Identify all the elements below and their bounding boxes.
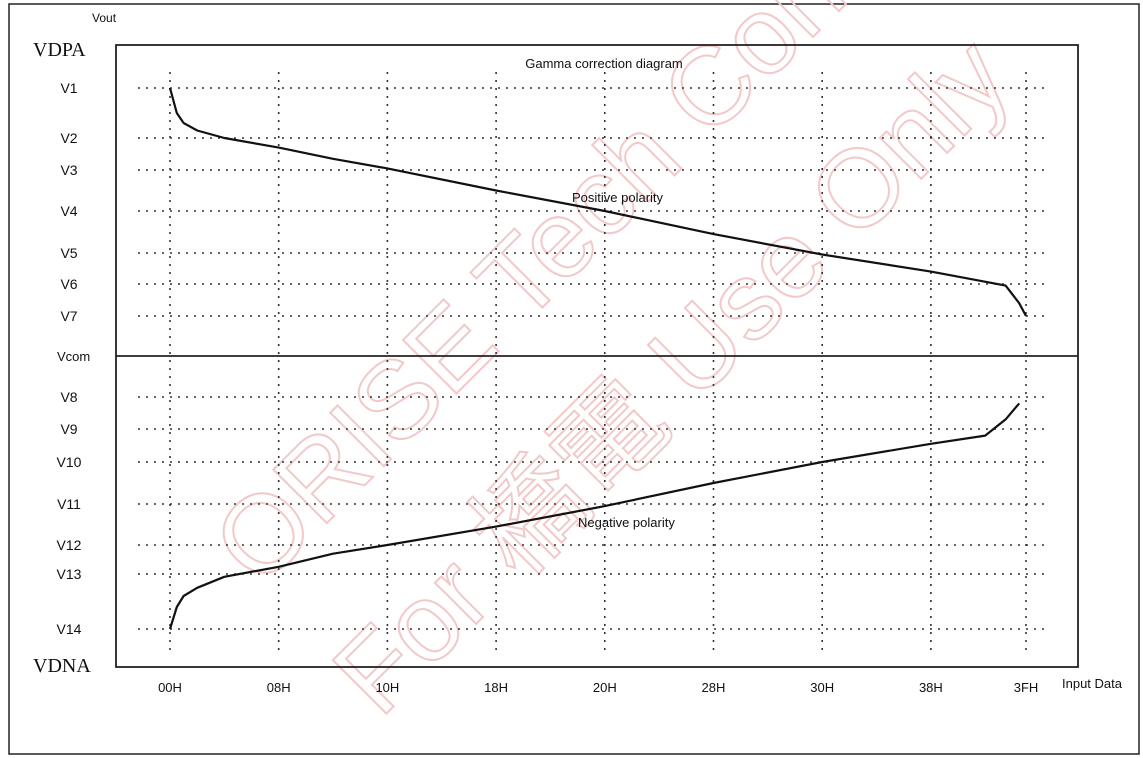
- y-level-label: V10: [57, 454, 82, 470]
- y-level-label: V4: [60, 203, 77, 219]
- x-tick-label: 30H: [810, 680, 834, 695]
- y-level-label: V11: [57, 496, 81, 512]
- y-level-label: V5: [60, 245, 77, 261]
- x-tick-label: 28H: [702, 680, 726, 695]
- x-tick-label: 3FH: [1014, 680, 1039, 695]
- x-tick-label: 20H: [593, 680, 617, 695]
- vcom-label: Vcom: [57, 349, 90, 364]
- y-level-label: V1: [60, 80, 77, 96]
- chart-title: Gamma correction diagram: [525, 56, 683, 71]
- y-level-label: V6: [60, 276, 77, 292]
- x-tick-label: 10H: [375, 680, 399, 695]
- y-level-label: V9: [60, 421, 77, 437]
- x-tick-label: 18H: [484, 680, 508, 695]
- negative-polarity-curve: [168, 402, 1021, 630]
- y-level-labels: V1 V2 V3 V4 V5 V6 V7 V8 V9 V10 V11 V12 V13 V14: [57, 80, 82, 637]
- series-label-positive: Positive polarity: [572, 190, 664, 205]
- x-axis-title: Input Data: [1062, 676, 1123, 691]
- vdna-label: VDNA: [33, 655, 91, 677]
- vdpa-label: VDPA: [33, 39, 86, 61]
- positive-polarity-curve: [168, 87, 1027, 317]
- outer-border: [8, 3, 1140, 755]
- x-tick-label: 00H: [158, 680, 182, 695]
- x-tick-label: 38H: [919, 680, 943, 695]
- series-label-negative: Negative polarity: [578, 515, 675, 530]
- y-level-label: V3: [60, 162, 77, 178]
- curves: [168, 87, 1027, 630]
- y-level-label: V12: [57, 537, 82, 553]
- x-tick-label: 08H: [267, 680, 291, 695]
- y-level-label: V7: [60, 308, 77, 324]
- y-axis-title: Vout: [92, 11, 117, 25]
- y-level-label: V14: [57, 621, 82, 637]
- x-tick-labels: 00H 08H 10H 18H 20H 28H 30H 38H 3FH: [158, 680, 1038, 695]
- y-level-label: V13: [57, 566, 82, 582]
- y-level-label: V8: [60, 389, 77, 405]
- y-level-label: V2: [60, 130, 77, 146]
